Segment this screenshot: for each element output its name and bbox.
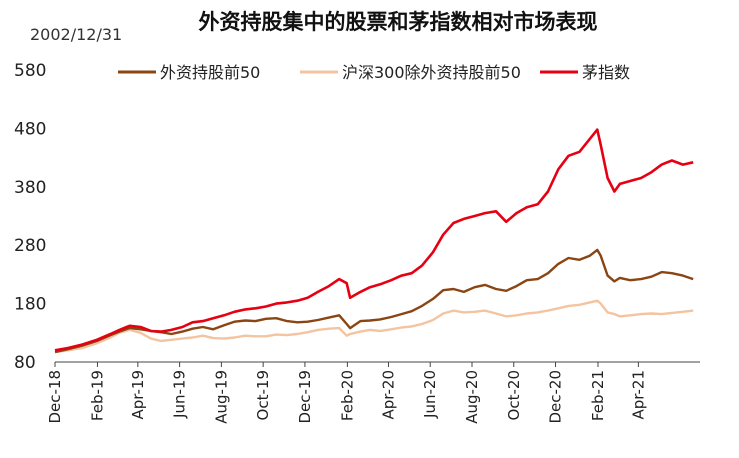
chart-title: 外资持股集中的股票和茅指数相对市场表现 — [199, 10, 598, 34]
x-tick-label: Aug-20 — [463, 370, 481, 424]
plot-area — [54, 128, 694, 354]
x-tick-label: Feb-19 — [88, 370, 106, 421]
series-line-foreign-top50 — [54, 248, 694, 354]
x-tick-label: Dec-20 — [547, 370, 565, 424]
base-date-note: 2002/12/31 — [30, 25, 122, 44]
y-tick-label: 80 — [14, 353, 36, 373]
x-tick-label: Jun-19 — [171, 370, 189, 419]
x-axis: Dec-18 Feb-19 Apr-19 Jun-19 Aug-19 Oct-19 Dec-… — [46, 361, 700, 424]
legend-label: 外资持股前50 — [160, 63, 260, 82]
x-tick-label: Feb-21 — [589, 370, 607, 421]
legend-label: 沪深300除外资持股前50 — [342, 63, 521, 82]
x-tick-label: Oct-19 — [254, 370, 272, 420]
x-tick-label: Apr-20 — [379, 370, 397, 420]
y-axis: 80 180 280 380 480 580 — [14, 61, 46, 373]
y-tick-label: 380 — [14, 178, 46, 198]
x-tick-label: Jun-20 — [421, 370, 439, 419]
y-tick-label: 580 — [14, 61, 46, 81]
x-tick-label: Apr-21 — [629, 370, 647, 420]
legend: 外资持股前50 沪深300除外资持股前50 茅指数 — [118, 63, 630, 82]
x-tick-label: Aug-19 — [212, 370, 230, 424]
x-tick-label: Dec-19 — [296, 370, 314, 424]
x-tick-label: Apr-19 — [129, 370, 147, 420]
y-tick-label: 280 — [14, 236, 46, 256]
y-tick-label: 480 — [14, 119, 46, 139]
legend-label: 茅指数 — [582, 63, 630, 82]
x-tick-label: Oct-20 — [505, 370, 523, 420]
series-line-hs300-ex-foreign — [54, 299, 694, 354]
y-tick-label: 180 — [14, 295, 46, 315]
x-tick-label: Dec-18 — [46, 370, 64, 424]
x-tick-label: Feb-20 — [338, 370, 356, 421]
series-line-mao-index — [54, 128, 694, 352]
